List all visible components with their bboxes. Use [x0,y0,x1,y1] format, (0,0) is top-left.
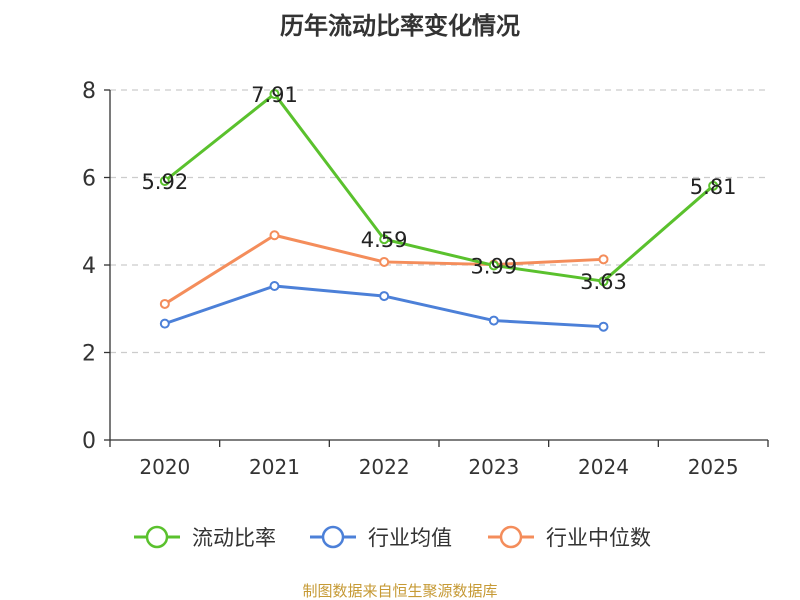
data-point[interactable] [159,318,170,329]
data-point[interactable] [598,254,609,265]
data-label: 5.92 [141,170,188,194]
data-point[interactable] [379,234,390,245]
data-label: 5.81 [690,175,737,199]
x-tick-label: 2023 [468,455,519,479]
legend-item-0[interactable]: 流动比率 [134,525,276,550]
legend-label: 行业中位数 [546,526,651,550]
data-point[interactable] [708,180,719,191]
legend-label: 流动比率 [192,526,276,550]
data-point[interactable] [269,88,280,99]
data-point[interactable] [159,298,170,309]
x-tick-label: 2024 [578,455,629,479]
data-point[interactable] [598,321,609,332]
legend-marker [321,525,345,549]
data-label: 3.63 [580,270,627,294]
data-point[interactable] [488,315,499,326]
data-label: 4.59 [361,228,408,252]
data-labels: 5.92 7.91 4.59 3.99 3.63 5.81 [141,83,736,294]
x-tick-label: 2025 [688,455,739,479]
data-label: 3.99 [470,254,517,278]
x-tick-label: 2020 [139,455,190,479]
legend-marker [145,525,169,549]
data-point[interactable] [379,291,390,302]
series-lines [159,88,719,332]
axes: 0 2 4 6 8 2020 2021 2022 2023 2024 2025 [82,79,769,479]
data-point[interactable] [269,230,280,241]
data-label: 7.91 [251,83,298,107]
data-point[interactable] [269,281,280,291]
legend[interactable]: 流动比率 行业均值 行业中位数 [134,525,651,550]
x-tick-label: 2021 [249,455,300,479]
y-tick-label: 4 [82,254,96,279]
legend-item-2[interactable]: 行业中位数 [488,525,651,550]
y-tick-label: 6 [82,167,96,192]
data-point[interactable] [379,256,390,267]
data-point[interactable] [159,176,170,186]
legend-marker [499,525,523,549]
x-tick-label: 2022 [359,455,410,479]
source-note: 制图数据来自恒生聚源数据库 [302,582,497,600]
chart-title: 历年流动比率变化情况 [280,12,520,40]
grid-lines [110,89,768,354]
data-point[interactable] [598,276,609,287]
y-tick-label: 0 [82,429,96,454]
legend-label: 行业均值 [368,526,452,550]
data-point[interactable] [488,260,499,271]
y-tick-label: 2 [82,342,96,367]
legend-item-1[interactable]: 行业均值 [310,525,452,550]
y-tick-label: 8 [82,79,96,104]
series-line-0 [163,92,715,283]
